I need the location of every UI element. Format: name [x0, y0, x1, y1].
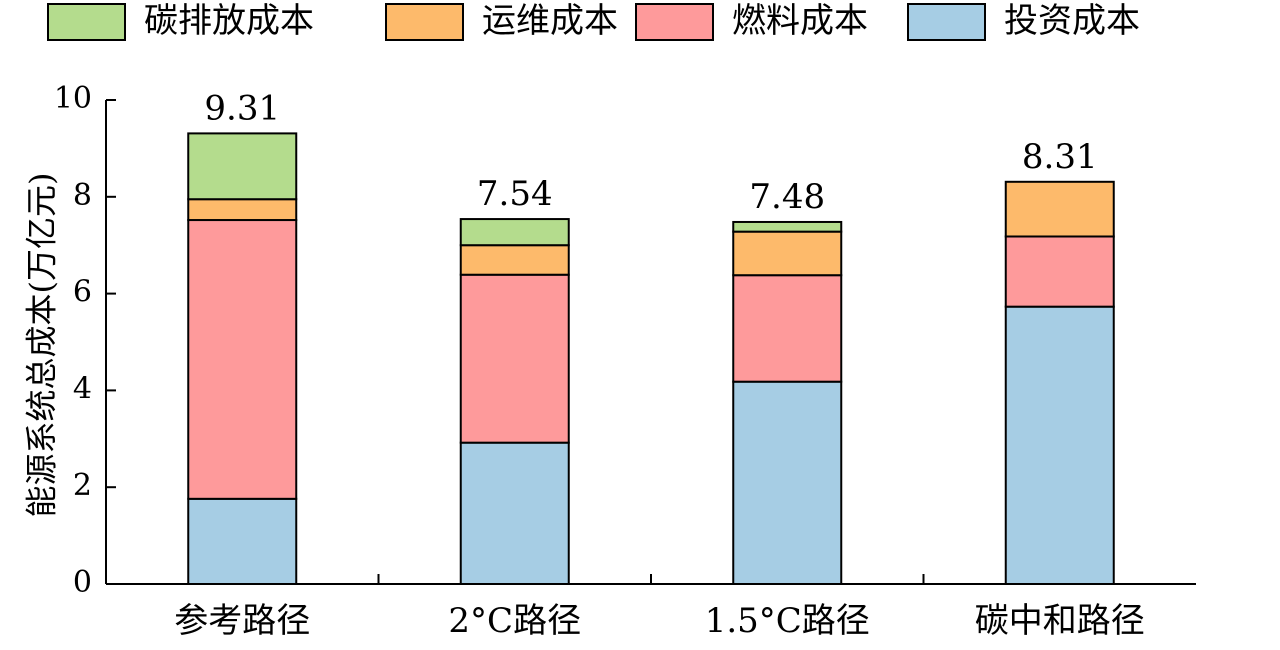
bar-total-label: 7.54 [477, 174, 553, 214]
legend-label: 碳排放成本 [144, 1, 314, 41]
bar-segment [187, 219, 298, 500]
y-tick-label: 4 [73, 371, 92, 406]
bar-segment [459, 218, 570, 247]
bar-total-label: 9.31 [204, 88, 280, 128]
legend-swatch [635, 3, 714, 41]
legend-swatch [385, 3, 464, 41]
x-tick-label: 参考路径 [174, 601, 310, 641]
legend-swatch [47, 3, 126, 41]
bar-segment [187, 497, 298, 586]
bar-segment [732, 380, 843, 585]
x-tick-label: 1.5°C路径 [705, 601, 870, 641]
bar-segment [459, 244, 570, 276]
bars [187, 132, 1115, 586]
y-tick-label: 0 [73, 565, 92, 600]
bar-segment [732, 274, 843, 383]
legend: 碳排放成本 运维成本 燃料成本 投资成本 [47, 1, 1140, 41]
legend-label: 运维成本 [482, 1, 618, 41]
bar-total-label: 7.48 [749, 177, 825, 217]
legend-label: 投资成本 [1004, 1, 1140, 41]
bar-segment [732, 220, 843, 233]
bar-segment [459, 441, 570, 585]
legend-label: 燃料成本 [732, 1, 868, 41]
y-axis-label: 能源系统总成本(万亿元) [23, 173, 61, 518]
bar-segment [187, 198, 298, 222]
x-tick-label: 2°C路径 [448, 601, 581, 641]
y-tick-label: 2 [73, 468, 92, 503]
labels: 9.31 参考路径 7.54 2°C路径 7.48 1.5°C路径 8.31 碳中和路径 [174, 88, 1145, 641]
bar-segment [459, 273, 570, 444]
bar-segment [187, 132, 298, 201]
y-tick-label: 6 [73, 275, 92, 310]
y-tick-label: 10 [54, 81, 92, 116]
bar-segment [1004, 180, 1115, 238]
bar-total-label: 8.31 [1022, 137, 1098, 177]
bar-segment [1004, 235, 1115, 308]
y-tick-label: 8 [73, 178, 92, 213]
bar-segment [732, 230, 843, 277]
bar-segment [1004, 305, 1115, 585]
legend-swatch [907, 3, 986, 41]
x-tick-label: 碳中和路径 [975, 601, 1145, 641]
